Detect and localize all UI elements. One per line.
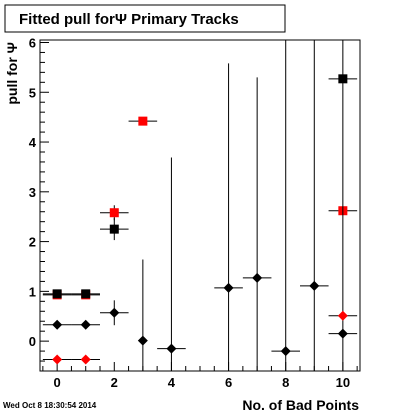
y-axis-title: pull for Ψ [4,42,20,105]
x-tick-label: 6 [225,375,232,390]
timestamp: Wed Oct 8 18:30:54 2014 [3,401,97,410]
x-axis-title: No. of Bad Points [242,397,359,413]
data-marks [42,40,358,371]
y-tick-label: 0 [29,334,36,349]
square-marker [138,116,148,126]
y-tick-label: 2 [29,235,36,250]
square-marker [109,208,119,218]
diamond-marker [280,346,291,357]
chart-title: Fitted pull forΨ Primary Tracks [19,11,239,28]
x-tick-label: 10 [336,375,350,390]
x-tick-label: 0 [54,375,61,390]
title-box [4,4,286,33]
y-tick-label: 1 [29,284,36,299]
x-tick-label: 2 [111,375,118,390]
diamond-marker [252,272,263,283]
diamond-marker [137,335,148,346]
diamond-marker [52,319,63,330]
axis-ticks: 0 2 4 6 8 10 0 1 2 3 4 5 6 [29,35,358,390]
diamond-marker [309,280,320,291]
diamond-marker [337,328,348,339]
diamond-marker [80,354,91,365]
y-tick-label: 3 [29,185,36,200]
y-tick-label: 4 [29,135,37,150]
square-marker [52,289,62,299]
y-tick-label: 5 [29,85,36,100]
square-marker [109,224,119,234]
diamond-marker [337,310,348,321]
diamond-marker [80,319,91,330]
x-tick-label: 8 [282,375,289,390]
square-marker [81,289,91,299]
diamond-marker [223,282,234,293]
x-tick-label: 4 [168,375,176,390]
diamond-marker [109,307,120,318]
plot-frame [39,39,361,372]
diamond-marker [52,354,63,365]
diamond-marker [166,343,177,354]
y-tick-label: 6 [29,35,36,50]
